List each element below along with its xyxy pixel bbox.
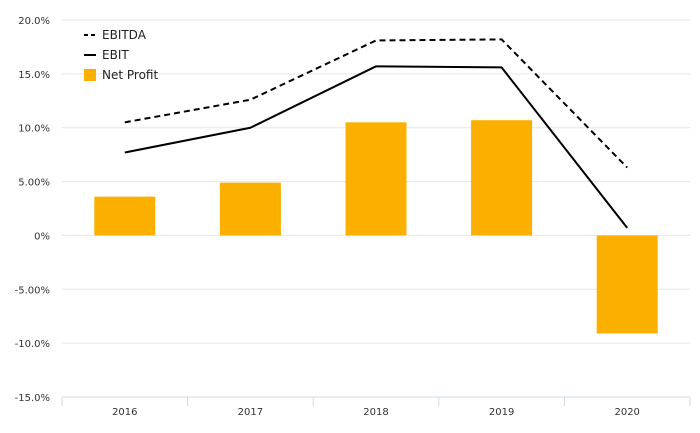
legend-swatch-net-profit — [84, 69, 96, 81]
x-tick-label: 2018 — [363, 407, 388, 418]
bar-net-profit — [471, 120, 533, 236]
y-tick-label: 10.0% — [18, 124, 50, 135]
x-tick-label: 2016 — [112, 407, 137, 418]
legend-label: EBITDA — [102, 28, 147, 42]
y-tick-label: 15.0% — [18, 70, 50, 81]
y-tick-label: -10.0% — [15, 339, 50, 350]
legend-label: Net Profit — [102, 68, 158, 82]
axes: 20.0% 15.0% 10.0% 5.00% 0% -5.00% -10.0% -15.0%… — [15, 16, 691, 418]
legend: EBITDA EBIT Net Profit — [84, 28, 158, 82]
y-tick-label: 20.0% — [18, 16, 50, 27]
bar-net-profit — [596, 235, 658, 334]
y-tick-label: -15.0% — [15, 393, 50, 404]
x-tick-label: 2017 — [238, 407, 263, 418]
y-tick-label: -5.00% — [15, 285, 50, 296]
line-ebit — [124, 65, 628, 229]
y-tick-label: 0% — [34, 231, 50, 242]
legend-label: EBIT — [102, 48, 129, 62]
x-tick-label: 2019 — [489, 407, 514, 418]
y-tick-label: 5.00% — [18, 178, 50, 189]
bar-net-profit — [345, 122, 407, 236]
bar-series — [94, 120, 658, 334]
bar-net-profit — [219, 182, 281, 236]
x-tick-label: 2020 — [614, 407, 639, 418]
bar-net-profit — [94, 196, 156, 236]
line-series — [124, 38, 628, 229]
line-ebitda — [124, 38, 628, 169]
